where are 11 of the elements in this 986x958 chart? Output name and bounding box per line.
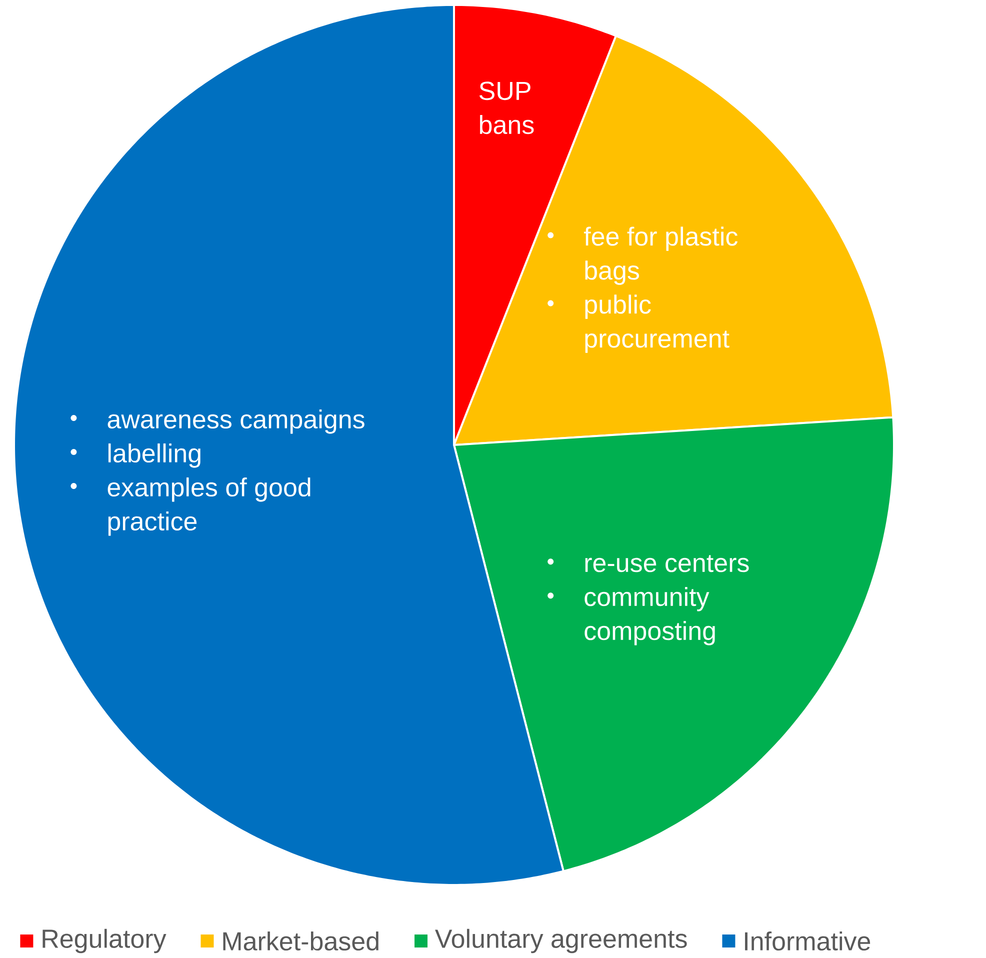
text: re-use centers [585, 555, 749, 572]
legend-label: Market-based [223, 931, 378, 951]
legend-label: Informative [745, 931, 870, 951]
text: labelling [108, 443, 200, 468]
text: community composting [584, 587, 715, 646]
legend-label: Regulatory [42, 928, 166, 954]
text: public procurement [585, 294, 730, 353]
legend-label: Voluntary agreements [435, 928, 687, 954]
text: examples of good practice [108, 477, 310, 536]
text: awareness campaigns [108, 409, 364, 434]
text: SUP bans [479, 82, 534, 134]
